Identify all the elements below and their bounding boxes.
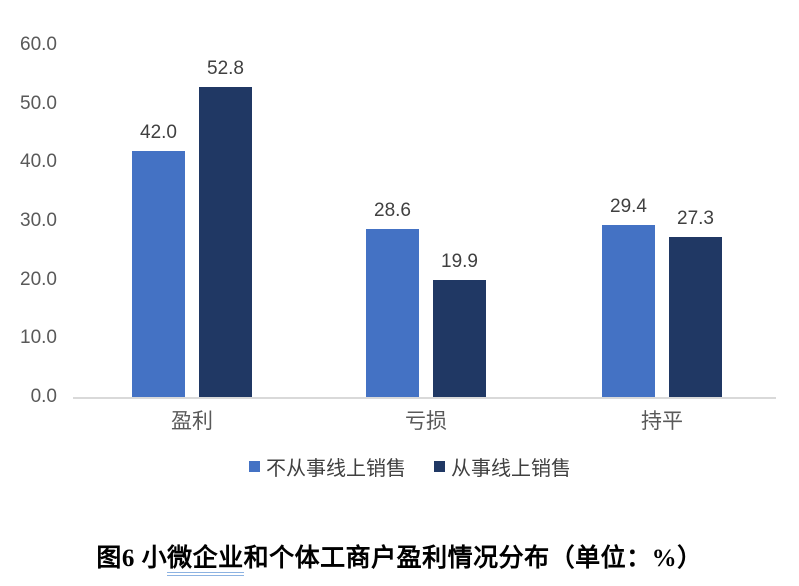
legend-label-online: 从事线上销售 [451,458,571,480]
y-axis-tick-label: 0.0 [30,386,57,407]
bar-offline-1 [366,229,419,397]
x-axis-line [73,397,776,399]
bar-online-0 [199,87,252,397]
bar-value-label: 42.0 [140,121,177,143]
bar-offline-0 [132,150,185,397]
y-axis-tick-label: 30.0 [20,210,57,231]
bar-value-label: 19.9 [441,251,478,273]
bar-online-1 [433,280,486,397]
bar-value-label: 27.3 [677,207,714,229]
legend-label-offline: 不从事线上销售 [266,458,406,480]
bar-online-2 [669,236,722,397]
x-axis-category-label: 持平 [641,410,683,433]
legend-item-offline: 不从事线上销售 [249,452,406,481]
y-axis-tick-label: 40.0 [20,151,57,173]
y-axis-tick-label: 20.0 [20,268,57,290]
bar-value-label: 29.4 [610,195,647,217]
legend: 不从事线上销售 从事线上销售 [249,452,571,481]
figure-caption: 图6 小微企业和个体工商户盈利情况分布（单位：%） [0,538,799,576]
y-axis-tick-label: 50.0 [20,92,57,114]
bar-value-label: 52.8 [207,58,244,80]
caption-prefix: 图6 小 [96,545,168,572]
bar-value-label: 28.6 [374,200,411,222]
x-axis-category-label: 盈利 [171,410,213,433]
y-axis-tick-label: 60.0 [20,34,57,55]
legend-marker-online-icon [434,461,445,472]
y-axis-tick-label: 10.0 [20,327,57,349]
bar-offline-2 [602,224,655,397]
legend-marker-offline-icon [249,461,260,472]
x-axis-category-label: 亏损 [405,410,447,433]
legend-item-online: 从事线上销售 [434,452,571,481]
caption-suffix: 和个体工商户盈利情况分布（单位：%） [243,545,703,572]
caption-underlined-term: 微企业 [167,545,244,576]
